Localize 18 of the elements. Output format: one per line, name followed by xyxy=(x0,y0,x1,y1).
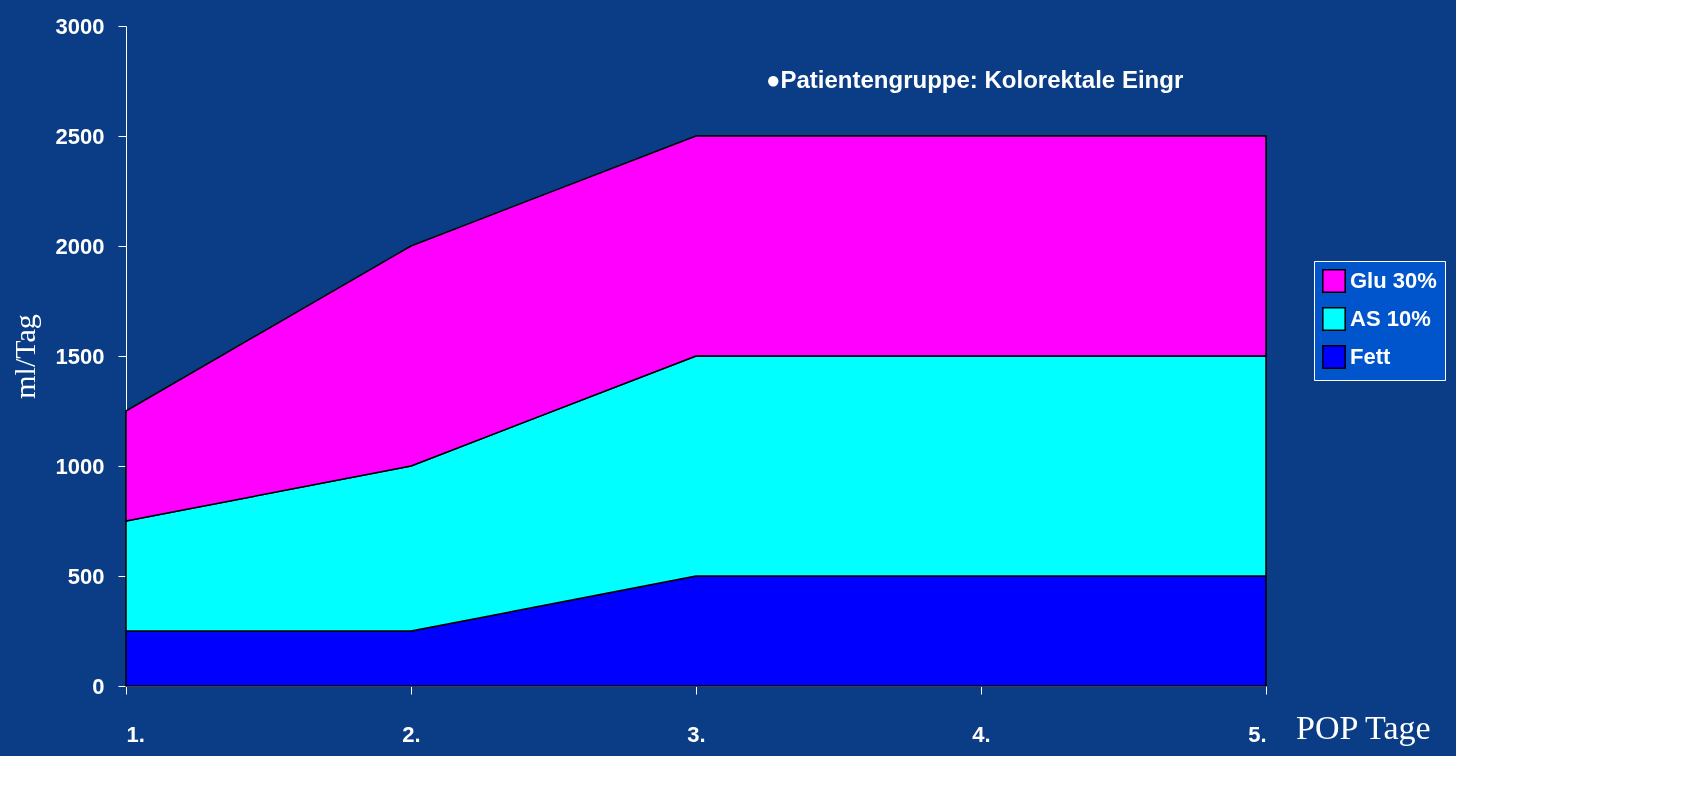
x-tick-label: 3. xyxy=(687,721,706,747)
y-tick-label: 2000 xyxy=(55,233,105,259)
x-tick-label: 5. xyxy=(1248,721,1267,747)
legend-label: AS 10% xyxy=(1350,306,1431,331)
x-tick-label: 1. xyxy=(126,721,145,747)
y-tick-label: 500 xyxy=(67,563,105,589)
legend-label: Glu 30% xyxy=(1350,268,1437,293)
y-tick-label: 3000 xyxy=(55,13,105,39)
y-tick-label: 0 xyxy=(92,673,105,699)
x-axis-title: POP Tage xyxy=(1296,709,1431,746)
y-axis-title: ml/Tag xyxy=(7,314,41,399)
x-tick-label: 2. xyxy=(402,721,421,747)
y-tick-label: 2500 xyxy=(55,123,105,149)
y-tick-label: 1000 xyxy=(55,453,105,479)
y-tick-label: 1500 xyxy=(55,343,105,369)
annotation: ●Patientengruppe: Kolorektale Eingr xyxy=(766,66,1184,93)
x-tick-label: 4. xyxy=(972,721,991,747)
legend-label: Fett xyxy=(1350,344,1391,369)
